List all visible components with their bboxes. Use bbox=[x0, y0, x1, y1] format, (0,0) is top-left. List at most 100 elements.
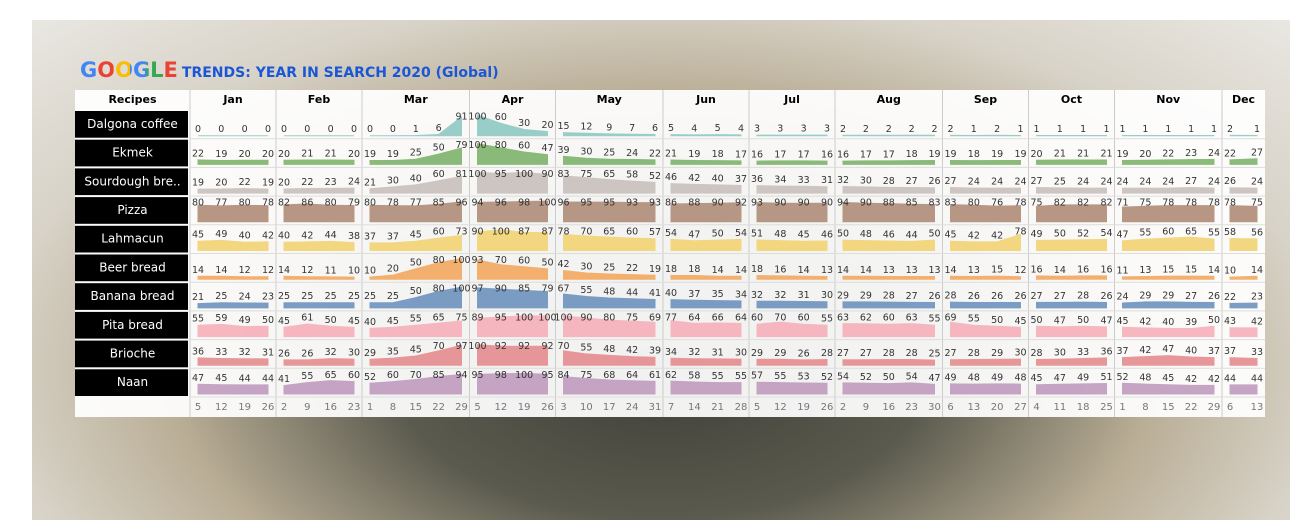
area bbox=[369, 175, 462, 194]
legend-label: Naan bbox=[117, 375, 148, 389]
data-label: 70 bbox=[495, 255, 507, 266]
area bbox=[283, 187, 355, 194]
title: GOOGLE TRENDS: YEAR IN SEARCH 2020 (Globa… bbox=[80, 58, 499, 82]
data-label: 19 bbox=[387, 149, 399, 160]
data-label: 20 bbox=[262, 149, 274, 160]
data-label: 24 bbox=[1116, 177, 1128, 188]
area bbox=[1122, 382, 1215, 395]
data-label: 82 bbox=[1077, 198, 1089, 209]
data-label: 14 bbox=[278, 265, 290, 276]
data-label: 21 bbox=[1077, 149, 1089, 160]
data-label: 24 bbox=[1162, 177, 1174, 188]
data-label: 18 bbox=[751, 264, 763, 275]
data-label: 16 bbox=[1100, 264, 1112, 275]
data-label: 26 bbox=[1014, 291, 1026, 302]
x-tick-label: 24 bbox=[626, 402, 639, 413]
area bbox=[283, 358, 355, 366]
data-label: 15 bbox=[557, 121, 569, 132]
data-label: 61 bbox=[301, 312, 313, 323]
area bbox=[756, 274, 828, 280]
data-label: 100 bbox=[538, 198, 556, 209]
area bbox=[369, 344, 462, 366]
data-label: 32 bbox=[751, 290, 763, 301]
data-label: 45 bbox=[410, 230, 422, 241]
area bbox=[1122, 355, 1215, 366]
data-label: 27 bbox=[906, 291, 918, 302]
data-label: 24 bbox=[1014, 177, 1026, 188]
data-label: 50 bbox=[262, 315, 274, 326]
data-label: 77 bbox=[665, 312, 677, 323]
area bbox=[283, 380, 355, 395]
month-label: Aug bbox=[877, 93, 901, 106]
x-tick-label: 26 bbox=[541, 402, 554, 413]
data-label: 44 bbox=[1224, 373, 1236, 384]
data-label: 70 bbox=[433, 341, 445, 352]
data-label: 48 bbox=[860, 229, 872, 240]
data-label: 100 bbox=[554, 312, 572, 323]
data-label: 95 bbox=[603, 198, 615, 209]
data-label: 14 bbox=[1208, 265, 1220, 276]
data-label: 16 bbox=[774, 264, 786, 275]
data-label: 52 bbox=[860, 372, 872, 383]
area bbox=[197, 204, 269, 223]
data-label: 45 bbox=[944, 230, 956, 241]
data-label: 90 bbox=[860, 198, 872, 209]
x-tick-label: 14 bbox=[688, 402, 701, 413]
area bbox=[950, 383, 1021, 395]
area bbox=[1036, 204, 1107, 223]
data-label: 34 bbox=[665, 347, 677, 358]
data-label: 54 bbox=[1100, 228, 1112, 239]
data-label: 76 bbox=[991, 198, 1003, 209]
data-label: 18 bbox=[688, 264, 700, 275]
month-label: Oct bbox=[1061, 93, 1082, 106]
data-label: 21 bbox=[301, 149, 313, 160]
data-label: 90 bbox=[798, 198, 810, 209]
x-tick-label: 16 bbox=[882, 402, 895, 413]
data-label: 6 bbox=[652, 123, 658, 134]
data-label: 24 bbox=[1116, 291, 1128, 302]
x-tick-label: 19 bbox=[518, 402, 531, 413]
data-label: 12 bbox=[1014, 265, 1026, 276]
legend-label: Sourdough bre.. bbox=[84, 174, 180, 188]
area bbox=[1229, 238, 1258, 251]
area bbox=[1122, 325, 1215, 338]
data-label: 75 bbox=[580, 169, 592, 180]
data-label: 79 bbox=[541, 284, 553, 295]
data-label: 40 bbox=[410, 173, 422, 184]
area bbox=[477, 344, 548, 366]
data-label: 55 bbox=[580, 342, 592, 353]
area bbox=[1036, 238, 1107, 251]
data-label: 1 bbox=[1119, 124, 1125, 135]
data-label: 22 bbox=[1162, 148, 1174, 159]
data-label: 2 bbox=[947, 124, 953, 135]
data-label: 40 bbox=[278, 231, 290, 242]
area bbox=[197, 188, 269, 194]
area bbox=[563, 155, 656, 165]
area bbox=[670, 274, 742, 280]
area bbox=[950, 275, 1021, 280]
data-label: 13 bbox=[821, 265, 833, 276]
data-label: 0 bbox=[281, 124, 287, 135]
data-label: 25 bbox=[387, 291, 399, 302]
data-label: 60 bbox=[387, 370, 399, 381]
data-label: 25 bbox=[928, 349, 940, 360]
data-label: 94 bbox=[471, 198, 483, 209]
data-label: 25 bbox=[278, 291, 290, 302]
data-label: 30 bbox=[821, 290, 833, 301]
data-label: 31 bbox=[262, 347, 274, 358]
area bbox=[369, 374, 462, 395]
data-label: 93 bbox=[626, 198, 638, 209]
legend-label: Pita bread bbox=[102, 318, 163, 332]
data-label: 47 bbox=[688, 229, 700, 240]
area bbox=[477, 229, 548, 251]
data-label: 10 bbox=[364, 266, 376, 277]
data-label: 83 bbox=[557, 169, 569, 180]
data-label: 93 bbox=[751, 198, 763, 209]
legend-label: Brioche bbox=[110, 346, 155, 360]
area bbox=[756, 185, 828, 194]
data-label: 1 bbox=[1142, 124, 1148, 135]
data-label: 24 bbox=[968, 177, 980, 188]
data-label: 47 bbox=[1054, 315, 1066, 326]
data-label: 95 bbox=[471, 370, 483, 381]
